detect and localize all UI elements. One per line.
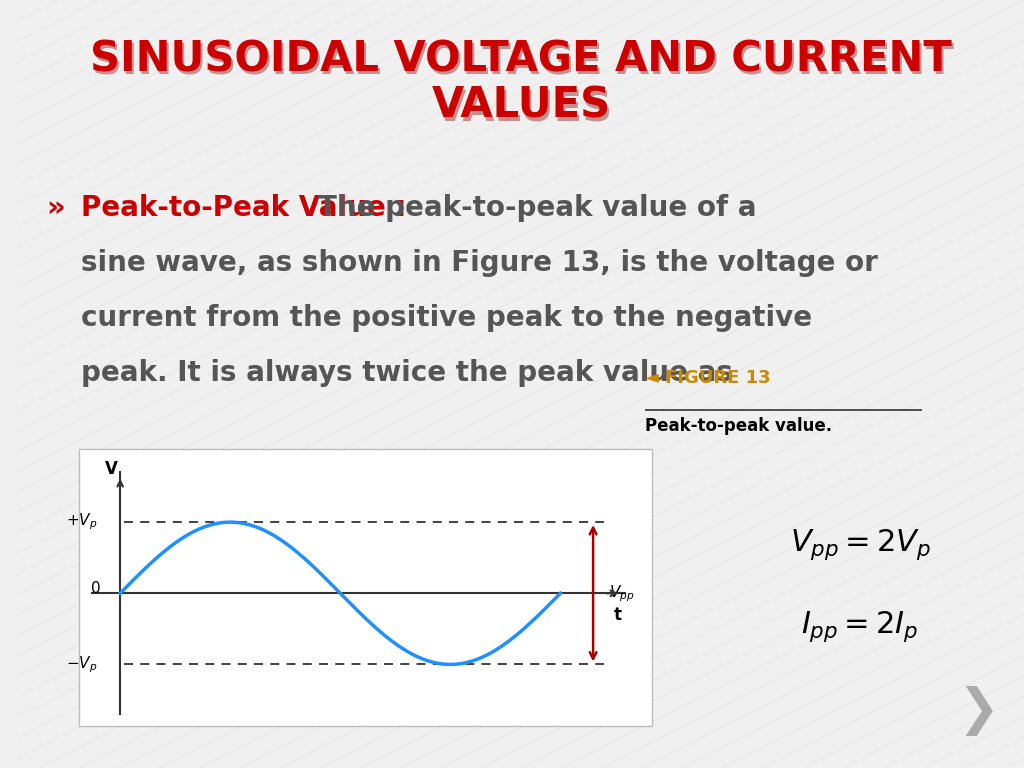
Text: current from the positive peak to the negative: current from the positive peak to the ne…	[81, 304, 812, 332]
Text: V: V	[105, 460, 118, 478]
Text: SINUSOIDAL VOLTAGE AND CURRENT: SINUSOIDAL VOLTAGE AND CURRENT	[92, 42, 954, 84]
Text: Peak-to-peak value.: Peak-to-peak value.	[645, 416, 833, 435]
Text: ❯: ❯	[957, 686, 998, 736]
Text: The peak-to-peak value of a: The peak-to-peak value of a	[318, 194, 757, 221]
Text: VALUES: VALUES	[434, 88, 612, 130]
Text: $-V_p$: $-V_p$	[67, 654, 97, 675]
Text: $V_{pp} = 2V_p$: $V_{pp} = 2V_p$	[790, 528, 931, 562]
Text: »: »	[46, 194, 66, 221]
Text: sine wave, as shown in Figure 13, is the voltage or: sine wave, as shown in Figure 13, is the…	[81, 249, 878, 276]
Text: $V_{pp}$: $V_{pp}$	[608, 583, 634, 604]
Bar	[79, 449, 652, 726]
Text: $+V_p$: $+V_p$	[67, 511, 97, 532]
Text: Peak-to-Peak Value :: Peak-to-Peak Value :	[81, 194, 407, 221]
Text: $I_{pp} = 2I_p$: $I_{pp} = 2I_p$	[802, 609, 919, 644]
Text: t: t	[613, 606, 622, 624]
Text: 0: 0	[91, 581, 100, 596]
Text: peak. It is always twice the peak value as: peak. It is always twice the peak value …	[81, 359, 732, 387]
Text: VALUES: VALUES	[432, 85, 610, 127]
Text: SINUSOIDAL VOLTAGE AND CURRENT: SINUSOIDAL VOLTAGE AND CURRENT	[90, 39, 952, 81]
Text: ◄ FIGURE 13: ◄ FIGURE 13	[645, 369, 771, 386]
